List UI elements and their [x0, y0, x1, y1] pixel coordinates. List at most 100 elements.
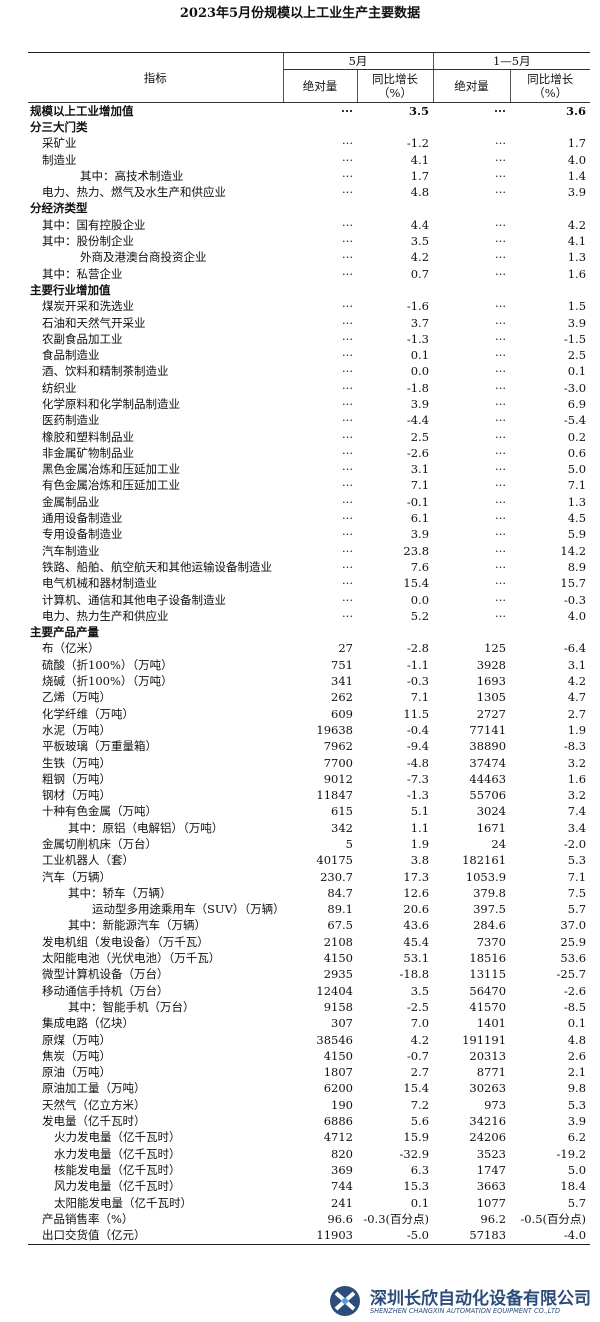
- value-cell: ···: [495, 168, 507, 183]
- table-row: 金属制品业 ··· -0.1 ··· 1.3: [28, 494, 590, 510]
- value-cell: 6.9: [567, 396, 587, 411]
- value-cell: 7.5: [567, 885, 587, 900]
- value-cell: 34216: [469, 1114, 507, 1129]
- value-cell: 19638: [316, 722, 353, 737]
- value-cell: ···: [340, 103, 353, 118]
- value-cell: -7.3: [406, 771, 430, 786]
- value-cell: 1.1: [410, 820, 430, 835]
- value-cell: ···: [495, 315, 507, 330]
- value-cell: -4.0: [510, 1227, 591, 1245]
- row-label: 其中：国有控股企业: [42, 217, 146, 232]
- value-cell: ···: [342, 136, 353, 151]
- table-row: 汽车（万辆） 230.7 17.3 1053.9 7.1: [28, 869, 590, 885]
- table-row: 焦炭（万吨） 4150 -0.7 20313 2.6: [28, 1048, 590, 1064]
- value-cell: -0.4: [406, 722, 430, 737]
- value-cell: ···: [342, 234, 353, 249]
- value-cell: 4712: [323, 1130, 353, 1145]
- value-cell: ···: [495, 396, 507, 411]
- table-row: 电力、热力、燃气及水生产和供应业 ··· 4.8 ··· 3.9: [28, 184, 590, 200]
- value-cell: 24: [491, 837, 507, 851]
- value-cell: -2.6: [406, 445, 430, 460]
- value-cell: 3.7: [410, 315, 430, 330]
- value-cell: 1.6: [567, 771, 587, 786]
- subheader-line: 绝对量: [302, 79, 338, 93]
- row-label: 主要行业增加值: [30, 282, 111, 297]
- table-row: 医药制造业 ··· -4.4 ··· -5.4: [28, 413, 590, 429]
- subheader-row: 绝对量 同比增长 （%） 绝对量 同比增长 （%）: [28, 69, 591, 103]
- value-cell: 1.6: [567, 266, 587, 281]
- value-cell: 4.0: [567, 608, 587, 623]
- table-row: 分经济类型: [28, 201, 590, 217]
- value-cell: ···: [495, 348, 507, 363]
- row-label: 黑色金属冶炼和压延加工业: [42, 462, 180, 477]
- table-row: 其中：股份制企业 ··· 3.5 ··· 4.1: [28, 233, 590, 249]
- value-cell: 3.9: [567, 185, 587, 200]
- table-row: 通用设备制造业 ··· 6.1 ··· 4.5: [28, 510, 590, 526]
- value-cell: -0.1: [406, 494, 430, 509]
- header-group: 1—5月: [432, 52, 591, 70]
- value-cell: 973: [484, 1097, 507, 1112]
- table-row: 微型计算机设备（万台） 2935 -18.8 13115 -25.7: [28, 967, 590, 983]
- value-cell: ···: [495, 462, 507, 477]
- row-label: 专用设备制造业: [42, 527, 123, 542]
- value-cell: -4.4: [406, 413, 430, 428]
- value-cell: 17.3: [403, 869, 430, 884]
- value-cell: -1.6: [406, 299, 430, 314]
- table-body: 规模以上工业增加值 ··· 3.5 ··· 3.6 分三大门类 采矿业 ··· -1.2 ··· 1…: [28, 103, 591, 1245]
- value-cell: 38546: [316, 1032, 353, 1047]
- table-row: 烧碱（折100%）（万吨） 341 -0.3 1693 4.2: [28, 673, 590, 689]
- value-cell: 3.2: [567, 788, 587, 803]
- value-cell: 15.4: [403, 576, 430, 591]
- table-row: 主要产品产量: [28, 625, 590, 641]
- value-cell: 5.9: [567, 527, 587, 542]
- row-label: 天然气（亿立方米）: [42, 1097, 146, 1112]
- value-cell: -0.7: [406, 1048, 430, 1063]
- value-cell: -1.5: [563, 331, 587, 346]
- table-row: 电气机械和器材制造业 ··· 15.4 ··· 15.7: [28, 576, 590, 592]
- value-cell: 11847: [316, 788, 353, 803]
- row-label: 电气机械和器材制造业: [42, 576, 157, 591]
- value-cell: ···: [494, 103, 507, 118]
- value-cell: 1747: [476, 1162, 507, 1177]
- row-label: 电力、热力、燃气及水生产和供应业: [42, 185, 226, 200]
- value-cell: 7.2: [410, 1097, 430, 1112]
- empty-cell: [433, 282, 510, 298]
- empty-cell: [357, 119, 433, 135]
- value-cell: 2.5: [410, 429, 430, 444]
- value-cell: 2935: [323, 967, 353, 982]
- value-cell: 56470: [469, 983, 507, 998]
- row-label: 产品销售率（%）: [42, 1211, 134, 1226]
- value-cell: ···: [495, 136, 507, 151]
- table-row: 产品销售率（%） 96.6 -0.3(百分点) 96.2 -0.5(百分点): [28, 1211, 590, 1227]
- row-label: 集成电路（亿块）: [42, 1016, 134, 1031]
- table-row: 其中：高技术制造业 ··· 1.7 ··· 1.4: [28, 168, 590, 184]
- value-cell: 9.8: [567, 1081, 587, 1096]
- row-label: 水泥（万吨）: [42, 722, 111, 737]
- watermark-name: 深圳长欣自动化设备有限公司: [370, 1289, 591, 1309]
- value-cell: 7.1: [567, 478, 587, 493]
- title: 2023年5月份规模以上工业生产主要数据: [179, 6, 421, 21]
- value-cell: ···: [495, 331, 507, 346]
- value-cell: 615: [331, 804, 353, 819]
- empty-cell: [433, 625, 510, 641]
- row-label: 发电机组（发电设备）（万千瓦）: [42, 934, 209, 949]
- subheader-line: 同比增长: [527, 72, 574, 86]
- row-label: 医药制造业: [42, 413, 100, 428]
- value-cell: 5.2: [410, 608, 430, 623]
- value-cell: 1.7: [410, 168, 430, 183]
- table-row: 非金属矿物制品业 ··· -2.6 ··· 0.6: [28, 445, 590, 461]
- value-cell: 5.0: [567, 462, 587, 477]
- value-cell: 5: [345, 837, 353, 851]
- table-row: 其中：国有控股企业 ··· 4.4 ··· 4.2: [28, 217, 590, 233]
- value-cell: -3.0: [563, 380, 587, 395]
- value-cell: -5.4: [563, 413, 587, 428]
- value-cell: 12404: [316, 983, 353, 998]
- value-cell: 2.7: [567, 706, 587, 721]
- value-cell: 77141: [469, 722, 507, 737]
- value-cell: 190: [331, 1097, 353, 1112]
- value-cell: -0.3: [563, 592, 587, 607]
- empty-cell: [357, 625, 433, 641]
- value-cell: 1.3: [567, 250, 587, 265]
- table-row: 食品制造业 ··· 0.1 ··· 2.5: [28, 347, 590, 363]
- value-cell: 18.4: [560, 1179, 587, 1194]
